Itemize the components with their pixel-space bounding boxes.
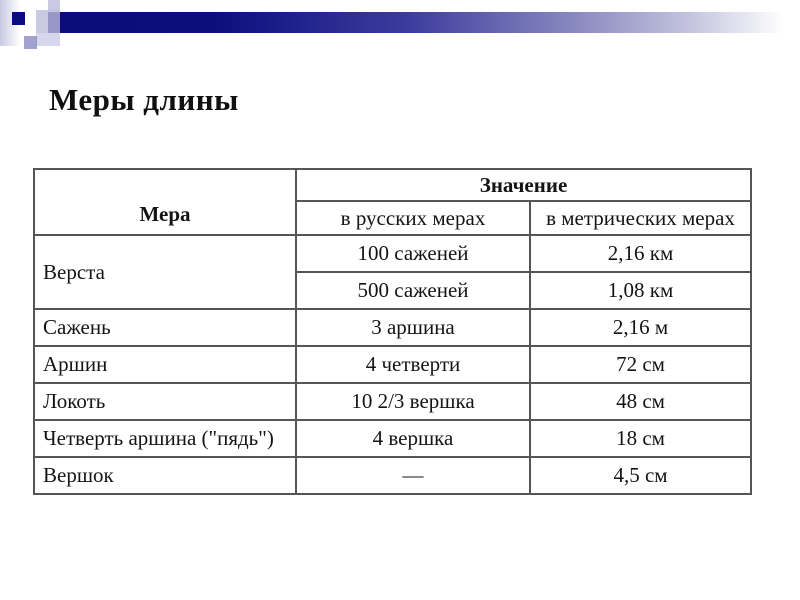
table-row-vershok: Вершок — 4,5 см <box>33 456 752 495</box>
decor-gradient-strip <box>0 0 20 46</box>
table-header: Мера Значение в русских мерах в метричес… <box>33 168 752 236</box>
cell-metric: 2,16 м <box>529 308 752 347</box>
cell-russian: 3 аршина <box>295 308 531 347</box>
cell-russian: 4 четверти <box>295 345 531 384</box>
decor-square-top <box>48 0 60 11</box>
cell-metric: 2,16 км <box>529 234 752 273</box>
decor-square-navy <box>12 12 25 25</box>
column-header-measure: Мера <box>33 168 297 236</box>
table-row-arshin: Аршин 4 четверти 72 см <box>33 345 752 384</box>
cell-russian: 4 вершка <box>295 419 531 458</box>
column-header-metric: в метрических мерах <box>529 200 752 236</box>
cell-measure: Сажень <box>33 308 297 347</box>
decor-square-mid <box>36 33 60 46</box>
cell-measure: Верста <box>33 234 297 310</box>
table-row-sazhen: Сажень 3 аршина 2,16 м <box>33 308 752 347</box>
decor-square-large <box>36 10 60 33</box>
cell-measure: Вершок <box>33 456 297 495</box>
decor-square-small <box>24 36 37 49</box>
cell-metric: 1,08 км <box>529 271 752 310</box>
table-row-chetvert: Четверть аршина ("пядь") 4 вершка 18 см <box>33 419 752 458</box>
cell-russian: 500 саженей <box>295 271 531 310</box>
cell-measure: Четверть аршина ("пядь") <box>33 419 297 458</box>
cell-metric: 72 см <box>529 345 752 384</box>
header-bar <box>48 12 800 33</box>
page-title: Меры длины <box>49 82 239 117</box>
cell-metric: 48 см <box>529 382 752 421</box>
table-row-versta-1: Верста 100 саженей 2,16 км <box>33 234 752 310</box>
measures-table: Мера Значение в русских мерах в метричес… <box>33 168 752 495</box>
cell-russian: 10 2/3 вершка <box>295 382 531 421</box>
cell-russian: — <box>295 456 531 495</box>
column-header-value: Значение <box>295 168 752 202</box>
cell-metric: 18 см <box>529 419 752 458</box>
cell-measure: Аршин <box>33 345 297 384</box>
cell-measure: Локоть <box>33 382 297 421</box>
table-row-versta-2: 500 саженей 1,08 км <box>34 271 752 310</box>
cell-russian: 100 саженей <box>295 234 531 273</box>
cell-metric: 4,5 см <box>529 456 752 495</box>
table-row-lokot: Локоть 10 2/3 вершка 48 см <box>33 382 752 421</box>
column-header-russian: в русских мерах <box>295 200 531 236</box>
